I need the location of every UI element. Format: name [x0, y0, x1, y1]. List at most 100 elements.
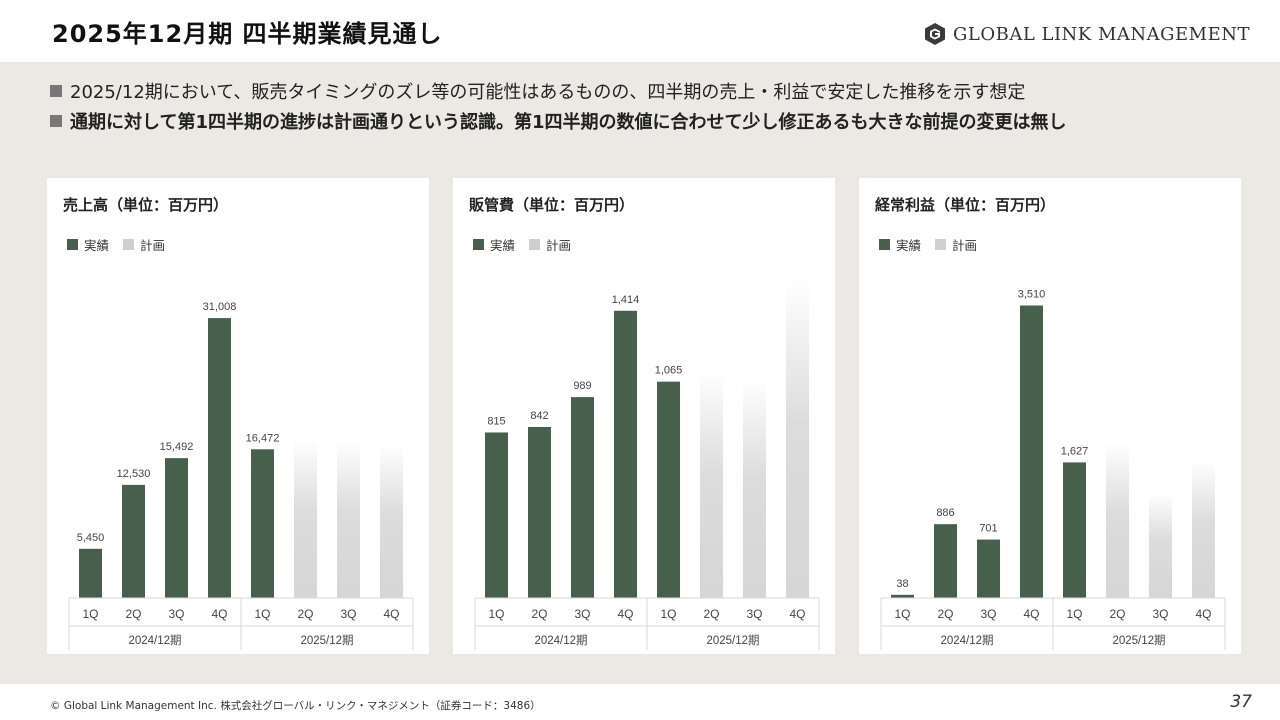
bar-plan — [1192, 460, 1215, 598]
chart-sales: 5,450 12,530 15,492 31,008 16,472 1Q 2Q 3Q 4Q 1Q 2… — [68, 301, 414, 650]
data-label: 815 — [487, 415, 505, 427]
x-tick-label: 3Q — [340, 607, 356, 621]
bar-plan — [337, 440, 360, 598]
bar-actual — [1063, 462, 1086, 598]
x-tick-label: 1Q — [82, 607, 98, 621]
bullet-2-text: 通期に対して第1四半期の進捗は計画通りという認識。第1四半期の数値に合わせて少し… — [70, 112, 1067, 133]
x-tick-label: 2Q — [1109, 607, 1125, 621]
x-tick-label: 3Q — [1152, 607, 1168, 621]
chart-card-sales: 売上高（単位：百万円） 実績 計画 5,450 12,530 15,492 31,00… — [47, 178, 429, 654]
data-label: 989 — [573, 380, 591, 392]
x-group-label: 2025/12期 — [1112, 634, 1165, 647]
x-tick-label: 3Q — [980, 607, 996, 621]
chart-legend: 実績 計画 — [879, 235, 991, 254]
x-tick-label: 4Q — [1195, 607, 1211, 621]
legend-actual-swatch — [67, 239, 78, 250]
legend-plan-label: 計画 — [140, 238, 166, 253]
data-label: 1,414 — [612, 294, 640, 306]
x-tick-label: 1Q — [488, 607, 504, 621]
x-tick-label: 1Q — [254, 607, 270, 621]
bullet-1-text: 2025/12期において、販売タイミングのズレ等の可能性はあるものの、四半期の売… — [70, 82, 1026, 103]
legend-plan-swatch — [935, 239, 947, 250]
x-tick-label: 1Q — [660, 607, 676, 621]
chart-title: 経常利益（単位：百万円） — [875, 196, 1056, 214]
legend-actual-label: 実績 — [490, 238, 516, 253]
data-label: 15,492 — [160, 441, 194, 453]
footer-copyright: © Global Link Management Inc. 株式会社グローバル・… — [50, 700, 541, 712]
bar-actual — [614, 310, 637, 598]
bar-actual — [528, 426, 551, 598]
x-tick-label: 2Q — [703, 607, 719, 621]
x-group-label: 2024/12期 — [128, 634, 181, 647]
x-tick-label: 4Q — [383, 607, 399, 621]
bar-actual — [251, 449, 274, 598]
x-tick-label: 2Q — [531, 607, 547, 621]
logo-text: GLOBAL LINK MANAGEMENT — [953, 23, 1250, 45]
chart-card-sga: 販管費（単位：百万円） 実績 計画 815 842 989 1,414 1,065 1Q 2… — [453, 178, 835, 654]
chart-title: 売上高（単位：百万円） — [63, 196, 229, 214]
bar-actual — [208, 318, 231, 598]
company-logo: GLOBAL LINK MANAGEMENT — [923, 20, 1250, 48]
bullet-2: 通期に対して第1四半期の進捗は計画通りという認識。第1四半期の数値に合わせて少し… — [50, 108, 1067, 134]
data-label: 38 — [896, 578, 908, 590]
bar-actual — [571, 397, 594, 598]
data-label: 16,472 — [246, 432, 280, 444]
bar-actual — [165, 458, 188, 598]
x-tick-label: 4Q — [617, 607, 633, 621]
bullet-square-icon — [50, 115, 62, 127]
legend-plan-label: 計画 — [546, 238, 572, 253]
chart-legend: 実績 計画 — [473, 235, 585, 254]
legend-plan-swatch — [529, 239, 541, 250]
x-tick-label: 2Q — [937, 607, 953, 621]
x-tick-label: 2Q — [297, 607, 313, 621]
data-label: 12,530 — [117, 468, 151, 480]
x-tick-label: 3Q — [574, 607, 590, 621]
bar-plan — [1149, 493, 1172, 598]
x-group-label: 2024/12期 — [534, 634, 587, 647]
chart-card-ordinary-profit: 経常利益（単位：百万円） 実績 計画 38 886 701 3,510 1,627 1Q 2… — [859, 178, 1241, 654]
data-label: 701 — [979, 523, 997, 535]
bar-actual — [977, 539, 1000, 598]
bar-actual — [122, 484, 145, 598]
x-tick-label: 3Q — [168, 607, 184, 621]
legend-actual-label: 実績 — [84, 238, 110, 253]
bar-actual — [1020, 305, 1043, 598]
x-tick-label: 4Q — [1023, 607, 1039, 621]
page-title: 2025年12月期 四半期業績見通し — [52, 20, 443, 48]
bar-plan — [743, 378, 766, 598]
x-tick-label: 4Q — [789, 607, 805, 621]
x-tick-label: 4Q — [211, 607, 227, 621]
chart-title: 販管費（単位：百万円） — [469, 196, 635, 214]
legend-plan-label: 計画 — [952, 238, 978, 253]
header: 2025年12月期 四半期業績見通し GLOBAL LINK MANAGEMEN… — [0, 0, 1280, 62]
data-label: 31,008 — [203, 301, 237, 313]
x-tick-label: 1Q — [894, 607, 910, 621]
x-tick-label: 3Q — [746, 607, 762, 621]
x-tick-label: 2Q — [125, 607, 141, 621]
data-label: 3,510 — [1018, 289, 1046, 301]
chart-sga: 815 842 989 1,414 1,065 1Q 2Q 3Q 4Q 1Q 2Q 3Q 4Q 2024/… — [474, 279, 820, 650]
data-label: 842 — [530, 410, 548, 422]
data-label: 886 — [936, 507, 954, 519]
gl-logo-icon — [925, 23, 945, 45]
data-label: 1,627 — [1061, 445, 1089, 457]
chart-ordinary-profit: 38 886 701 3,510 1,627 1Q 2Q 3Q 4Q 1Q 2Q 3Q 4Q 2024/1… — [880, 289, 1226, 650]
bar-plan — [380, 444, 403, 598]
legend-actual-label: 実績 — [896, 238, 922, 253]
x-group-label: 2025/12期 — [300, 634, 353, 647]
bar-actual — [891, 594, 914, 598]
bar-actual — [485, 432, 508, 598]
x-tick-label: 1Q — [1066, 607, 1082, 621]
bar-plan — [294, 440, 317, 598]
legend-actual-swatch — [879, 239, 890, 250]
legend-actual-swatch — [473, 239, 484, 250]
bar-plan — [1106, 442, 1129, 598]
bullet-square-icon — [50, 85, 62, 97]
bar-plan — [700, 370, 723, 598]
bar-actual — [657, 381, 680, 598]
page-number: 37 — [1230, 692, 1252, 712]
data-label: 1,065 — [655, 365, 683, 377]
bullet-1: 2025/12期において、販売タイミングのズレ等の可能性はあるものの、四半期の売… — [50, 78, 1025, 104]
x-group-label: 2024/12期 — [940, 634, 993, 647]
x-group-label: 2025/12期 — [706, 634, 759, 647]
